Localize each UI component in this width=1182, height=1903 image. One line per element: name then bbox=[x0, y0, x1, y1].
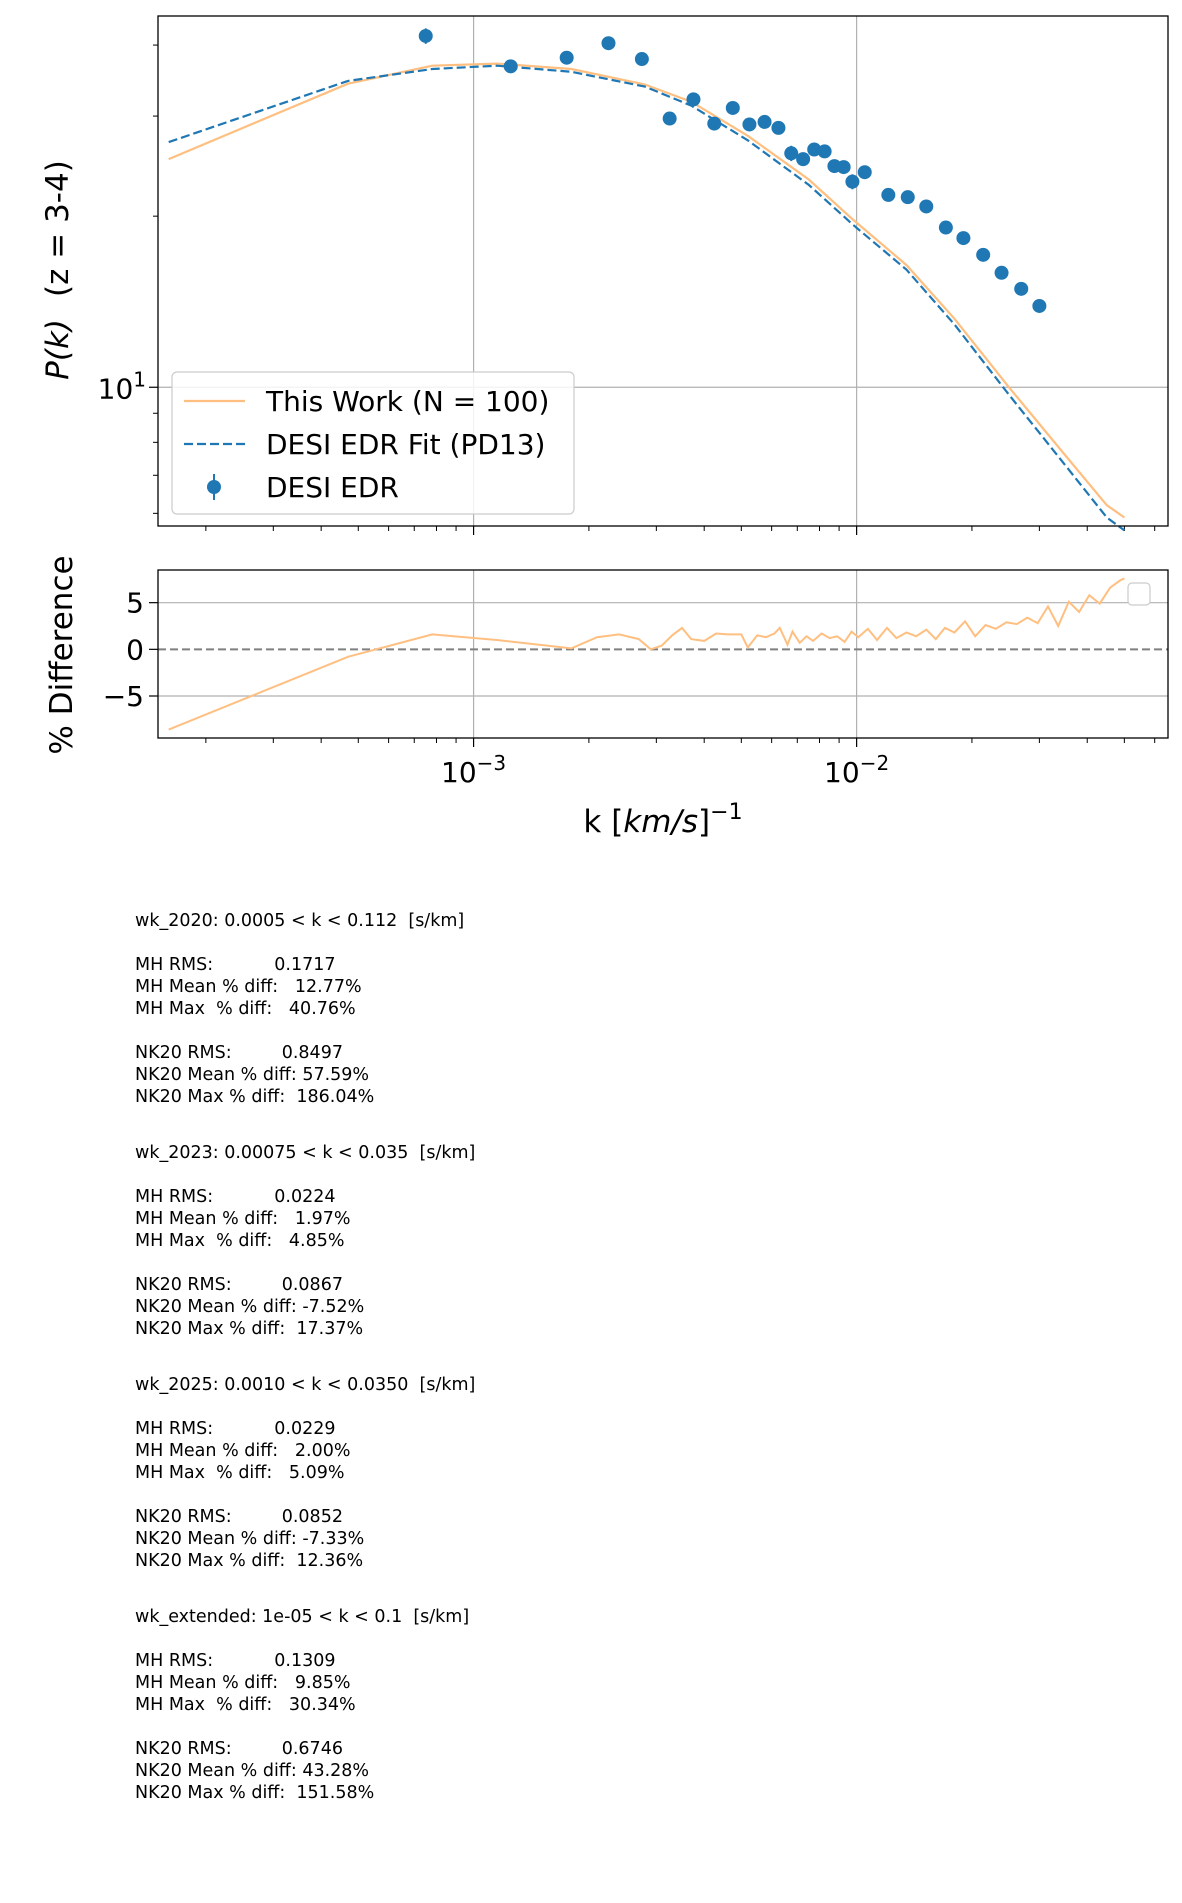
stats-line: wk_2020: 0.0005 < k < 0.112 [s/km] bbox=[135, 911, 465, 931]
stats-line: MH Max % diff: 40.76% bbox=[135, 999, 356, 1019]
series-line-desi-fit bbox=[168, 64, 1126, 532]
diff-axes-frame bbox=[157, 569, 1169, 739]
legend: This Work (N = 100) DESI EDR Fit (PD13) DE… bbox=[171, 371, 575, 515]
stats-spacer bbox=[135, 1484, 835, 1506]
y-tick-label: 0 bbox=[126, 633, 144, 666]
statistics-text: wk_2020: 0.0005 < k < 0.112 [s/km] MH RMS… bbox=[135, 910, 835, 1838]
legend-entry-this-work: This Work (N = 100) bbox=[265, 385, 549, 418]
stats-line: wk_2025: 0.0010 < k < 0.0350 [s/km] bbox=[135, 1375, 476, 1395]
stats-line: MH RMS: 0.1309 bbox=[135, 1651, 336, 1671]
data-point bbox=[634, 52, 649, 67]
data-point bbox=[938, 220, 953, 235]
figure: 101 P(k)(z = 3-4) This Work (N = 100) DESI … bbox=[40, 15, 1169, 840]
stats-line: wk_2023: 0.00075 < k < 0.035 [s/km] bbox=[135, 1143, 476, 1163]
data-point bbox=[1014, 281, 1029, 296]
x-axis-label: k [km/s]−1 bbox=[583, 800, 742, 840]
data-point bbox=[559, 50, 574, 65]
data-point bbox=[784, 146, 799, 161]
diff-y-axis-label: % Difference bbox=[44, 555, 80, 754]
data-point bbox=[994, 265, 1009, 280]
stats-line: MH Max % diff: 5.09% bbox=[135, 1463, 345, 1483]
data-point bbox=[976, 247, 991, 262]
stats-spacer bbox=[135, 1396, 835, 1418]
stats-line: NK20 Max % diff: 12.36% bbox=[135, 1551, 364, 1571]
stats-spacer bbox=[135, 1020, 835, 1042]
legend-swatch-marker bbox=[207, 480, 221, 494]
data-point bbox=[900, 190, 915, 205]
stats-line: MH Mean % diff: 9.85% bbox=[135, 1673, 351, 1693]
stats-block: wk_2020: 0.0005 < k < 0.112 [s/km] MH RMS… bbox=[135, 910, 835, 1108]
series-line-this-work bbox=[168, 62, 1126, 519]
data-point bbox=[881, 187, 896, 202]
stats-line: NK20 RMS: 0.0867 bbox=[135, 1275, 343, 1295]
data-point bbox=[725, 100, 740, 115]
data-point bbox=[601, 36, 616, 51]
stats-block: wk_2025: 0.0010 < k < 0.0350 [s/km] MH RM… bbox=[135, 1374, 835, 1572]
stats-line: MH Max % diff: 4.85% bbox=[135, 1231, 345, 1251]
stats-line: NK20 Max % diff: 151.58% bbox=[135, 1783, 375, 1803]
legend-frame bbox=[171, 371, 575, 515]
data-point bbox=[503, 59, 518, 74]
y-axis-label: P(k)(z = 3-4) bbox=[40, 160, 76, 380]
stats-line: NK20 RMS: 0.0852 bbox=[135, 1507, 343, 1527]
data-point bbox=[686, 92, 701, 107]
stats-line: NK20 Max % diff: 17.37% bbox=[135, 1319, 364, 1339]
stats-line: NK20 Max % diff: 186.04% bbox=[135, 1087, 375, 1107]
stats-line: NK20 Mean % diff: -7.33% bbox=[135, 1529, 365, 1549]
stats-spacer bbox=[135, 1716, 835, 1738]
stats-line: NK20 Mean % diff: 43.28% bbox=[135, 1761, 370, 1781]
stats-line: MH RMS: 0.0229 bbox=[135, 1419, 336, 1439]
data-point bbox=[757, 114, 772, 129]
stats-line: MH RMS: 0.1717 bbox=[135, 955, 336, 975]
stats-spacer bbox=[135, 932, 835, 954]
y-tick-label: 5 bbox=[126, 587, 144, 620]
y-tick-label: 101 bbox=[98, 367, 146, 405]
data-point bbox=[1032, 298, 1047, 313]
stats-line: MH Mean % diff: 2.00% bbox=[135, 1441, 351, 1461]
stats-block: wk_2023: 0.00075 < k < 0.035 [s/km] MH RM… bbox=[135, 1142, 835, 1340]
data-point bbox=[707, 116, 722, 131]
stats-line: MH RMS: 0.0224 bbox=[135, 1187, 336, 1207]
data-point bbox=[845, 174, 860, 189]
stats-spacer bbox=[135, 1628, 835, 1650]
data-point bbox=[817, 144, 832, 159]
data-point bbox=[771, 120, 786, 135]
data-point bbox=[662, 111, 677, 126]
data-point bbox=[836, 160, 851, 175]
x-tick-label: 10−3 bbox=[441, 751, 506, 789]
x-tick-label: 10−2 bbox=[824, 751, 889, 789]
stats-line: MH Max % diff: 30.34% bbox=[135, 1695, 356, 1715]
stats-line: NK20 RMS: 0.8497 bbox=[135, 1043, 343, 1063]
stats-line: NK20 RMS: 0.6746 bbox=[135, 1739, 343, 1759]
data-point bbox=[857, 165, 872, 180]
main-axes-frame bbox=[157, 15, 1169, 527]
legend-entry-desi-edr: DESI EDR bbox=[266, 471, 399, 504]
data-point bbox=[796, 152, 811, 167]
stats-line: MH Mean % diff: 1.97% bbox=[135, 1209, 351, 1229]
empty-legend-box bbox=[1127, 582, 1151, 606]
y-tick-label: −5 bbox=[103, 680, 144, 713]
data-point bbox=[956, 231, 971, 246]
data-point bbox=[418, 28, 433, 43]
stats-spacer bbox=[135, 1164, 835, 1186]
data-point bbox=[807, 142, 822, 157]
stats-spacer bbox=[135, 1252, 835, 1274]
stats-line: MH Mean % diff: 12.77% bbox=[135, 977, 362, 997]
stats-line: NK20 Mean % diff: -7.52% bbox=[135, 1297, 365, 1317]
data-point bbox=[919, 199, 934, 214]
stats-line: wk_extended: 1e-05 < k < 0.1 [s/km] bbox=[135, 1607, 470, 1627]
data-point bbox=[742, 117, 757, 132]
difference-line bbox=[168, 577, 1125, 731]
legend-entry-desi-fit: DESI EDR Fit (PD13) bbox=[266, 428, 545, 461]
stats-block: wk_extended: 1e-05 < k < 0.1 [s/km] MH RM… bbox=[135, 1606, 835, 1804]
stats-line: NK20 Mean % diff: 57.59% bbox=[135, 1065, 370, 1085]
